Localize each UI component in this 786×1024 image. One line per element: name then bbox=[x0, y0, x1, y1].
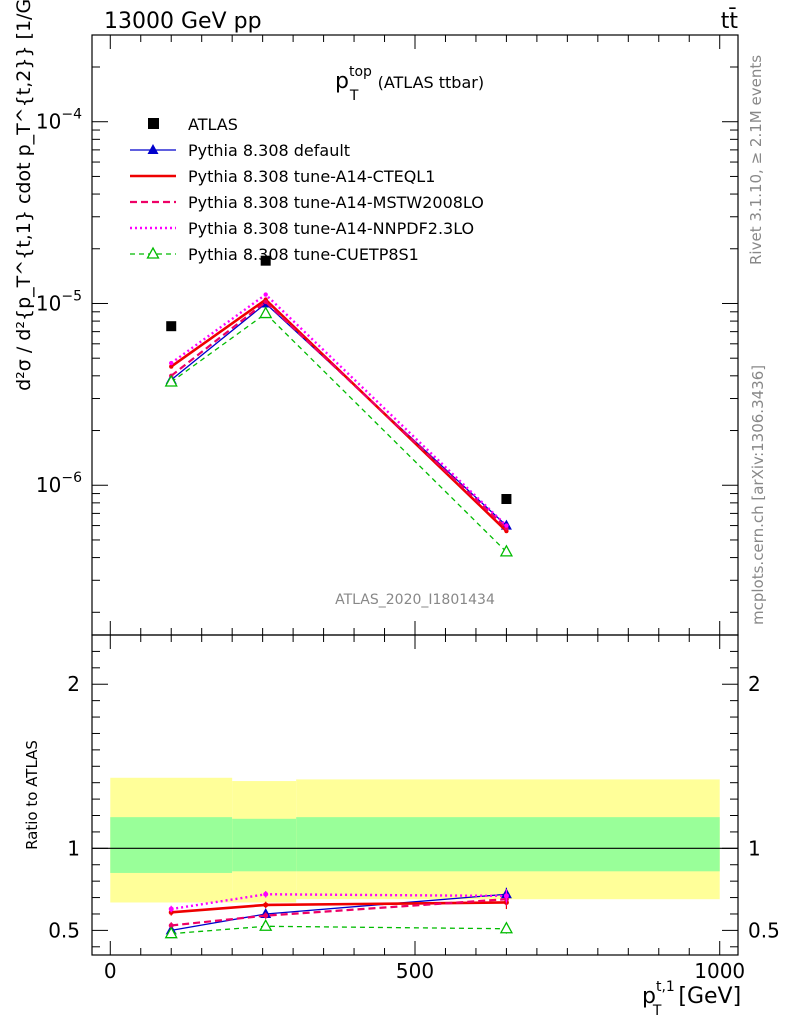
y-tick-label: 10−5 bbox=[36, 288, 82, 315]
legend-item-default: Pythia 8.308 default bbox=[130, 141, 350, 160]
data-point-mstw bbox=[263, 299, 268, 305]
ratio-point-mstw bbox=[263, 913, 269, 919]
series-line-cuetp8s1 bbox=[170, 312, 507, 553]
data-point-atlas bbox=[260, 255, 271, 266]
legend-label-atlas: ATLAS bbox=[188, 115, 238, 134]
plot-title-rest: (ATLAS ttbar) bbox=[372, 73, 484, 92]
x-axis-label-sub: T bbox=[652, 1003, 662, 1019]
legend-item-mstw: Pythia 8.308 tune-A14-MSTW2008LO bbox=[130, 193, 484, 212]
ratio-band-inner bbox=[110, 817, 233, 873]
plot-title-main: p bbox=[335, 69, 349, 94]
legend-item-cteql1: Pythia 8.308 tune-A14-CTEQL1 bbox=[130, 167, 435, 186]
ratio-point-cuetp8s1 bbox=[164, 926, 178, 939]
ratio-y-tick-label-right: 1 bbox=[748, 836, 761, 860]
ratio-point-nnpdf bbox=[503, 893, 509, 899]
legend-label-cteql1: Pythia 8.308 tune-A14-CTEQL1 bbox=[188, 167, 435, 186]
upper-panel: 10−4 10−5 10−6 bbox=[36, 34, 739, 636]
x-axis-label-sup: t,1 bbox=[656, 979, 675, 995]
process-label: tt̄ bbox=[721, 8, 739, 34]
upper-y-axis-label: d²σ / d²{p_T^{t,1} cdot p_T^{t,2}} [1/Ge… bbox=[13, 0, 35, 391]
y-tick-label: 10−4 bbox=[36, 107, 82, 134]
data-point-nnpdf bbox=[263, 292, 268, 297]
data-point-nnpdf bbox=[504, 523, 509, 528]
plot-title: ptop T (ATLAS ttbar) bbox=[335, 64, 484, 104]
data-point-atlas bbox=[166, 321, 177, 332]
ratio-line-cuetp8s1 bbox=[171, 925, 507, 935]
data-point-cuetp8s1 bbox=[259, 306, 273, 319]
ratio-y-tick-label: 0.5 bbox=[48, 918, 80, 942]
ratio-band-inner bbox=[232, 818, 297, 872]
data-point-cuetp8s1 bbox=[164, 374, 178, 387]
series-line-mstw bbox=[170, 300, 508, 530]
legend-label-nnpdf: Pythia 8.308 tune-A14-NNPDF2.3LO bbox=[188, 219, 474, 238]
plot-title-sub: T bbox=[349, 88, 359, 104]
x-tick-label: 500 bbox=[396, 959, 434, 983]
ratio-y-tick-label: 1 bbox=[67, 836, 80, 860]
x-tick-label: 0 bbox=[104, 959, 117, 983]
ratio-point-mstw bbox=[168, 922, 174, 928]
legend-label-cuetp8s1: Pythia 8.308 tune-CUETP8S1 bbox=[188, 245, 419, 264]
ratio-point-cuetp8s1 bbox=[259, 918, 273, 931]
ratio-y-tick-label-right: 2 bbox=[748, 672, 761, 696]
legend-label-mstw: Pythia 8.308 tune-A14-MSTW2008LO bbox=[188, 193, 484, 212]
series-line-default bbox=[170, 302, 507, 527]
x-axis-label-rest: [GeV] bbox=[671, 984, 741, 1009]
plot-title-sup: top bbox=[349, 64, 372, 80]
lower-y-axis-label: Ratio to ATLAS bbox=[23, 740, 41, 850]
series-line-cteql1 bbox=[170, 297, 508, 532]
data-point-nnpdf bbox=[169, 360, 174, 366]
x-ticks bbox=[109, 35, 721, 955]
ratio-point-cuetp8s1 bbox=[499, 921, 514, 934]
legend-marker-default bbox=[147, 144, 159, 154]
mcplots-text: mcplots.cern.ch [arXiv:1306.3436] bbox=[749, 365, 767, 625]
legend-label-default: Pythia 8.308 default bbox=[188, 141, 350, 160]
collision-label: 13000 GeV pp bbox=[104, 9, 262, 34]
data-point-atlas bbox=[501, 494, 512, 505]
ratio-point-nnpdf bbox=[168, 906, 174, 912]
x-axis-label-main: p bbox=[642, 984, 656, 1009]
legend: ATLAS Pythia 8.308 default Pythia 8.308 tu… bbox=[130, 115, 484, 264]
ratio-point-nnpdf bbox=[263, 891, 269, 897]
ratio-point-cteql1 bbox=[263, 902, 269, 908]
x-tick-label: 1000 bbox=[694, 959, 745, 983]
x-axis-label: pt,1 T [GeV] bbox=[642, 979, 741, 1019]
data-point-cteql1 bbox=[169, 364, 174, 369]
rivet-version-text: Rivet 3.1.10, ≥ 2.1M events bbox=[747, 55, 765, 265]
ratio-y-tick-label: 2 bbox=[67, 672, 80, 696]
data-point-cuetp8s1 bbox=[499, 544, 514, 557]
ratio-band-inner bbox=[296, 817, 720, 872]
ratio-y-tick-label-right: 0.5 bbox=[748, 918, 780, 942]
legend-item-nnpdf: Pythia 8.308 tune-A14-NNPDF2.3LO bbox=[130, 219, 474, 238]
legend-marker-cuetp8s1 bbox=[146, 246, 160, 259]
legend-item-cuetp8s1: Pythia 8.308 tune-CUETP8S1 bbox=[130, 245, 419, 264]
legend-marker-atlas bbox=[148, 118, 159, 129]
series-line-nnpdf bbox=[170, 292, 508, 527]
analysis-id: ATLAS_2020_I1801434 bbox=[335, 592, 495, 608]
y-tick-label: 10−6 bbox=[36, 470, 82, 497]
legend-item-atlas: ATLAS bbox=[148, 115, 238, 134]
